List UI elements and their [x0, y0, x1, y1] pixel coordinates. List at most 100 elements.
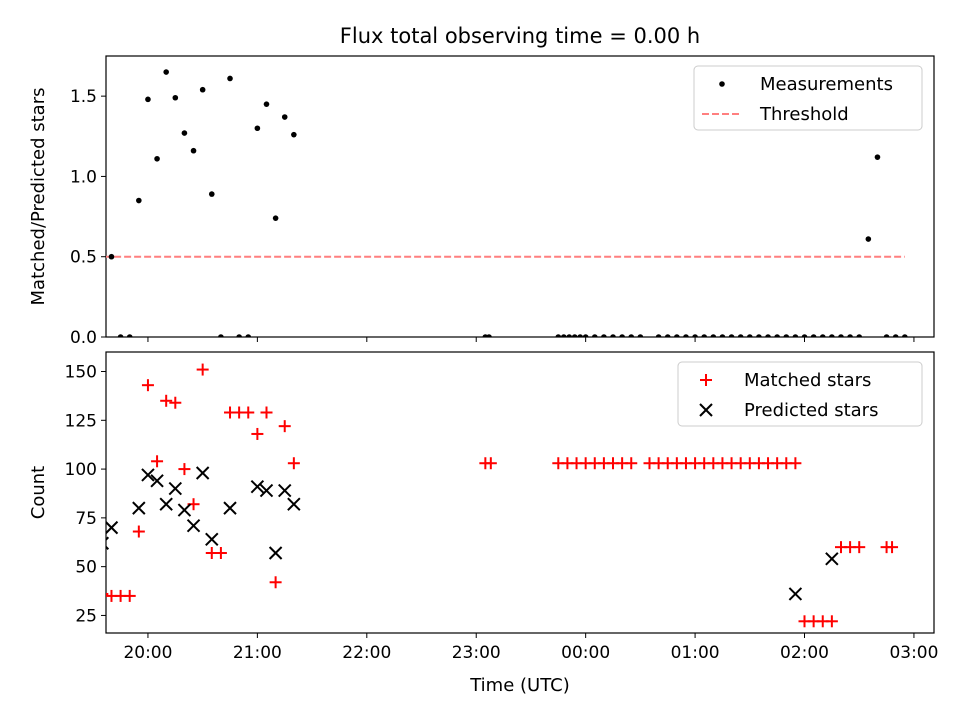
predicted-star-point: [150, 474, 164, 488]
measurement-point: [847, 334, 853, 337]
matched-star-point: [825, 615, 838, 628]
measurement-point: [208, 191, 215, 197]
matched-star-point: [160, 394, 173, 407]
legend-marker: [699, 403, 713, 417]
measurement-point: [181, 130, 188, 136]
legend-marker: [719, 81, 725, 87]
legend-label: Predicted stars: [744, 400, 878, 421]
matched-star-point: [789, 457, 802, 470]
matched-star-point: [242, 406, 255, 419]
measurement-point: [628, 334, 635, 337]
figure-title: Flux total observing time = 0.00 h: [340, 24, 700, 48]
x-tick-label: 00:00: [561, 643, 610, 663]
matched-star-point: [287, 457, 300, 470]
measurement-point: [126, 334, 133, 337]
legend-box: [693, 65, 923, 131]
legend-label: Matched stars: [744, 370, 871, 391]
star-count-panel: 20:00 21:00 22:00 23:00 00:00 01:00 02:00 03:00…: [28, 351, 938, 663]
measurement-point: [272, 215, 279, 221]
measurement-point: [281, 114, 288, 120]
measurement-point: [692, 334, 698, 337]
x-stroke-b: [106, 536, 110, 542]
measurement-point: [719, 334, 726, 337]
x-stroke-b: [250, 479, 265, 494]
measurement-point: [746, 334, 753, 337]
predicted-star-point: [278, 483, 292, 498]
x-stroke-b: [106, 520, 119, 535]
measurement-point: [577, 334, 583, 337]
x-stroke-b: [259, 483, 274, 498]
measurement-point: [154, 155, 160, 162]
matched-star-point: [886, 541, 899, 554]
predicted-star-point: [106, 520, 119, 535]
measurement-point: [683, 334, 689, 337]
x-stroke-b: [132, 501, 146, 515]
measurement-point: [619, 334, 625, 337]
measurement-point: [566, 334, 573, 337]
x-stroke-b: [287, 497, 301, 511]
measurement-point: [728, 334, 735, 337]
measurement-point: [664, 334, 671, 337]
predicted-star-point: [825, 552, 839, 566]
legend: Matched stars Predicted stars: [677, 361, 923, 427]
measurement-point: [254, 125, 261, 132]
x-stroke-b: [699, 403, 713, 417]
predicted-star-point: [205, 532, 219, 547]
measurement-point: [145, 96, 151, 103]
predicted-star-point: [259, 483, 274, 498]
measurement-point: [710, 334, 717, 337]
legend: Measurements Threshold: [693, 65, 923, 131]
x-stroke-b: [150, 474, 164, 488]
predicted-star-point: [195, 466, 210, 480]
y-tick-label: 0.5: [70, 248, 97, 268]
measurement-point: [263, 101, 270, 107]
measurement-point: [117, 334, 124, 337]
matched-star-point: [853, 541, 866, 554]
measurement-point: [801, 334, 808, 337]
measurement-point: [199, 86, 206, 93]
y-axis-label: Matched/Predicted stars: [28, 88, 49, 306]
x-tick-label: 22:00: [342, 643, 391, 663]
measurement-point: [108, 253, 115, 260]
measurement-point: [582, 334, 589, 337]
predicted-star-point: [168, 481, 183, 496]
x-stroke-b: [825, 552, 839, 566]
matched-star-point: [169, 396, 182, 409]
plot-area: [106, 363, 899, 628]
measurement-point: [655, 334, 662, 337]
y-tick-label: 1.5: [70, 87, 97, 107]
measurement-point: [560, 334, 567, 337]
x-stroke-b: [177, 503, 192, 517]
series-predicted-stars: [106, 466, 839, 601]
matched-star-point: [196, 363, 209, 376]
measurement-point: [892, 334, 899, 337]
predicted-star-point: [287, 497, 301, 511]
matched-star-point: [106, 592, 109, 595]
matched-star-point: [132, 525, 145, 538]
measurement-point: [172, 94, 179, 101]
measurement-point: [883, 334, 890, 337]
matched-star-point: [278, 420, 291, 433]
predicted-star-point: [186, 518, 201, 533]
measurement-point: [555, 334, 562, 337]
measurement-point: [591, 334, 598, 337]
x-tick-label: 02:00: [780, 643, 829, 663]
measurement-point: [486, 334, 492, 337]
measurement-point: [637, 334, 644, 337]
legend-box: [677, 361, 923, 427]
measurement-point: [792, 334, 799, 337]
measurement-point: [245, 334, 252, 337]
axes-frame: [105, 351, 935, 634]
matched-star-point: [260, 406, 273, 419]
matched-star-point: [123, 589, 136, 602]
predicted-star-point: [141, 468, 155, 482]
x-tick-label: 21:00: [233, 643, 282, 663]
measurement-point: [765, 334, 771, 337]
measurement-point: [810, 334, 817, 337]
measurement-point: [902, 334, 908, 337]
predicted-star-point: [159, 497, 173, 511]
x-stroke-b: [278, 483, 292, 498]
legend-label: Measurements: [760, 74, 893, 95]
x-tick-label: 01:00: [671, 643, 720, 663]
x-tick-label: 03:00: [889, 643, 938, 663]
